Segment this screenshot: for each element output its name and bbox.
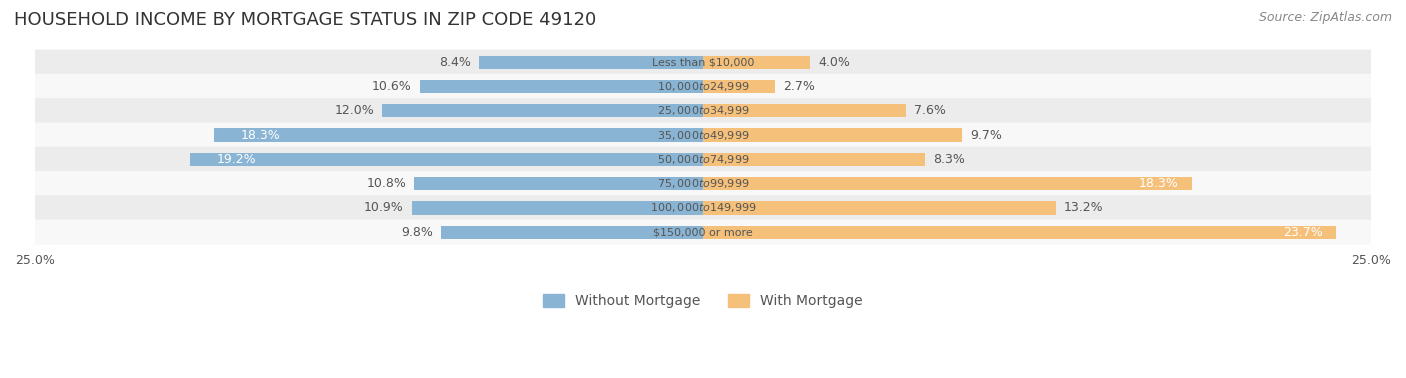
Text: Less than $10,000: Less than $10,000 (652, 57, 754, 67)
Text: $35,000 to $49,999: $35,000 to $49,999 (657, 129, 749, 142)
Text: 9.7%: 9.7% (970, 129, 1002, 142)
Text: 8.4%: 8.4% (439, 56, 471, 69)
Text: 23.7%: 23.7% (1284, 226, 1323, 239)
Text: 10.6%: 10.6% (373, 80, 412, 93)
Text: $25,000 to $34,999: $25,000 to $34,999 (657, 104, 749, 117)
FancyBboxPatch shape (34, 220, 1372, 245)
FancyBboxPatch shape (34, 122, 1372, 148)
Bar (703, 177, 1192, 190)
Text: $100,000 to $149,999: $100,000 to $149,999 (650, 201, 756, 214)
Bar (703, 153, 925, 166)
Bar (415, 177, 703, 190)
Text: 19.2%: 19.2% (217, 153, 256, 166)
Bar (703, 80, 775, 93)
FancyBboxPatch shape (34, 50, 1372, 75)
Bar (441, 226, 703, 239)
Text: $10,000 to $24,999: $10,000 to $24,999 (657, 80, 749, 93)
Bar (703, 201, 1056, 215)
Bar (420, 80, 703, 93)
Text: HOUSEHOLD INCOME BY MORTGAGE STATUS IN ZIP CODE 49120: HOUSEHOLD INCOME BY MORTGAGE STATUS IN Z… (14, 11, 596, 29)
Text: $50,000 to $74,999: $50,000 to $74,999 (657, 153, 749, 166)
Text: $75,000 to $99,999: $75,000 to $99,999 (657, 177, 749, 190)
FancyBboxPatch shape (34, 171, 1372, 196)
Text: 13.2%: 13.2% (1064, 201, 1104, 214)
Text: 18.3%: 18.3% (1139, 177, 1178, 190)
FancyBboxPatch shape (34, 98, 1372, 123)
Bar (412, 201, 703, 215)
Text: 9.8%: 9.8% (401, 226, 433, 239)
Bar (703, 226, 1336, 239)
Bar (478, 56, 703, 69)
Bar (382, 104, 703, 118)
Text: 10.8%: 10.8% (367, 177, 406, 190)
FancyBboxPatch shape (34, 195, 1372, 220)
Text: $150,000 or more: $150,000 or more (654, 227, 752, 237)
Legend: Without Mortgage, With Mortgage: Without Mortgage, With Mortgage (537, 288, 869, 314)
Text: 8.3%: 8.3% (932, 153, 965, 166)
Bar (214, 129, 703, 142)
Bar (703, 56, 810, 69)
FancyBboxPatch shape (34, 74, 1372, 99)
Bar (703, 104, 905, 118)
Text: 18.3%: 18.3% (240, 129, 280, 142)
Text: 10.9%: 10.9% (364, 201, 404, 214)
FancyBboxPatch shape (34, 147, 1372, 172)
Text: 2.7%: 2.7% (783, 80, 815, 93)
Text: Source: ZipAtlas.com: Source: ZipAtlas.com (1258, 11, 1392, 24)
Text: 12.0%: 12.0% (335, 104, 374, 117)
Text: 4.0%: 4.0% (818, 56, 849, 69)
Text: 7.6%: 7.6% (914, 104, 946, 117)
Bar (190, 153, 703, 166)
Bar (703, 129, 962, 142)
